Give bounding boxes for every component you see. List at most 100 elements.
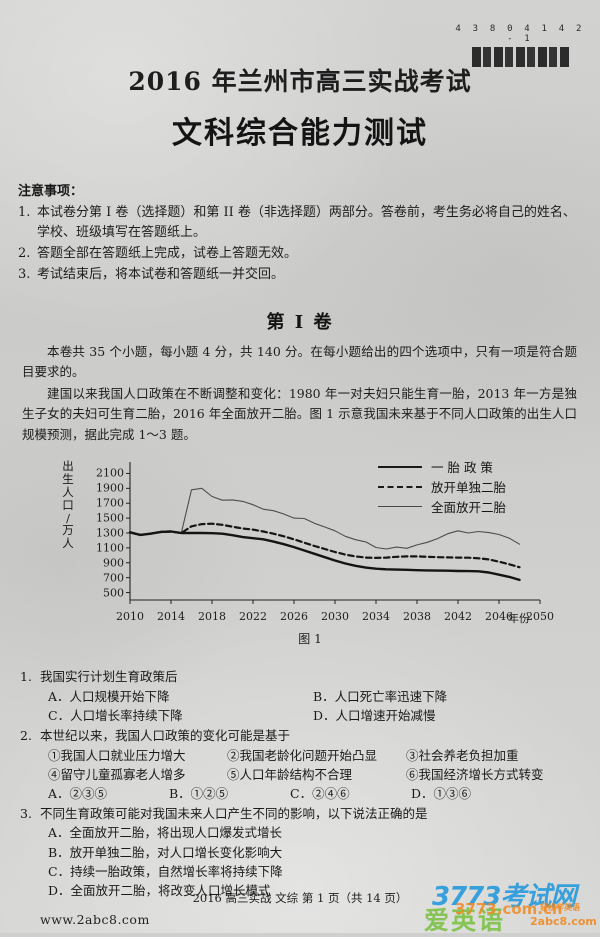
question-intro-paragraph: 建国以来我国人口政策在不断调整和变化：1980 年一对夫妇只能生育一胎，2013… [22,386,577,442]
barcode-bars [455,47,585,67]
barcode-bar [527,47,535,67]
chart-series-1 [128,530,521,582]
statement-row: ④留守儿童孤寡老人增多 ⑤人口年龄结构不合理 ⑥我国经济增长方式转变 [20,765,585,784]
notice-item-text: 答题全部在答题纸上完成，试卷上答题无效。 [37,246,298,262]
barcode-number: 4 3 8 0 4 1 4 2 - 1 [455,24,585,44]
question-option[interactable]: B．人口死亡率迅速下降 [313,688,448,704]
chart-legend: 一 胎 政 策放开单独二胎全面放开二胎 [378,458,506,518]
question-statement: ④留守儿童孤寡老人增多 [48,766,186,782]
barcode-bar [493,47,503,67]
chart-x-tick-label: 2022 [239,610,267,623]
chart-series-2 [128,522,521,569]
chart-svg [126,462,541,604]
question-option[interactable]: C．持续一胎政策，自然增长率将持续下降 [48,864,283,879]
notice-heading: 注意事项： [18,184,84,199]
y-axis-label-char: / [66,510,70,525]
chart-y-tick-label: 500 [103,586,124,600]
chart-y-axis-label: 出生人口 / 万人 [60,460,76,550]
chart-x-tick-label: 2046 [485,610,513,623]
question-number: 1. [20,669,32,684]
notice-item-number: 1. [18,205,31,220]
chart-y-tick-label: 1500 [96,511,124,525]
chart-x-tick-label: 2034 [362,610,390,623]
barcode-bar [505,47,513,67]
chart-y-tick-label: 1700 [96,496,124,510]
question-item: 1. 我国实行计划生育政策后 A．人口规模开始下降 B．人口死亡率迅速下降 C．人口增长… [20,668,585,725]
chart-legend-key [378,485,422,488]
statement-row: ①我国人口就业压力增大 ②我国老龄化问题开始凸显 ③社会养老负担加重 [20,746,585,765]
chart-x-tick-label: 2010 [116,610,144,623]
question-option[interactable]: B．放开单独二胎，对人口增长变化影响大 [48,844,283,860]
watermark-3773-logo: 3773考试网 [432,882,576,912]
question-statement: ①我国人口就业压力增大 [48,747,186,763]
watermark-url-2abc8: 2abc8.com [530,915,597,928]
exam-title-secondary: 文科综合能力测试 [172,116,428,151]
question-stem: 2. 本世纪以来，我国人口政策的变化可能是基于 [20,727,585,746]
question-text: 我国实行计划生育政策后 [40,669,178,684]
barcode-bar [515,47,525,67]
notice-item-list: 1. 本试卷分第 I 卷（选择题）和第 II 卷（非选择题）两部分。答卷前，考生务… [18,203,583,286]
chart-x-axis-label: 年份 [508,612,530,625]
chart-x-tick-label: 2014 [157,610,185,623]
question-option[interactable]: C．②④⑥ [290,785,350,801]
notice-item: 3. 考试结束后，将本试卷和答题纸一并交回。 [18,265,583,285]
y-axis-label-char: 人 [62,536,74,551]
chart-x-tick-label: 2050 [526,610,554,623]
question-option[interactable]: B．①②⑤ [169,785,229,801]
chart-legend-key [378,506,422,507]
barcode-bar [549,47,557,67]
y-axis-label-char: 生 [62,471,74,486]
chart-y-tick-label: 2100 [96,466,124,480]
chart-legend-label: 放开单独二胎 [431,480,507,495]
chart-legend-item: 全面放开二胎 [378,498,506,515]
question-option[interactable]: C．人口增长率持续下降 [48,707,183,723]
chart-y-tick-label: 700 [103,571,124,585]
notice-item-text: 考试结束后，将本试卷和答题纸一并交回。 [37,267,285,283]
chart-x-tick-label: 2030 [321,610,349,623]
section-rules-paragraph: 本卷共 35 个小题，每小题 4 分，共 140 分。在每小题给出的四个选项中，… [22,344,577,380]
notice-item: 1. 本试卷分第 I 卷（选择题）和第 II 卷（非选择题）两部分。答卷前，考生务… [18,203,583,243]
option-row: A．人口规模开始下降 B．人口死亡率迅速下降 [20,687,585,706]
question-option[interactable]: D．人口增速开始减慢 [313,707,436,723]
question-option[interactable]: A．人口规模开始下降 [48,688,170,704]
chart-y-tick-label: 1100 [96,541,124,555]
barcode-bar [559,47,569,67]
question-stem: 1. 我国实行计划生育政策后 [20,668,585,687]
barcode-bar [483,47,491,67]
question-item: 3. 不同生育政策可能对我国未来人口产生不同的影响，以下说法正确的是 A．全面放开二… [20,805,585,901]
notice-item-number: 2. [18,246,31,262]
barcode-bar [537,47,547,67]
chart-legend-item: 一 胎 政 策 [378,458,506,475]
barcode: 4 3 8 0 4 1 4 2 - 1 [455,24,585,67]
question-statement: ⑥我国经济增长方式转变 [406,766,544,782]
section-heading: 第 I 卷 [266,312,334,333]
barcode-bar [471,47,481,67]
question-text: 不同生育政策可能对我国未来人口产生不同的影响，以下说法正确的是 [40,805,428,821]
notice-item-text: 本试卷分第 I 卷（选择题）和第 II 卷（非选择题）两部分。答卷前，考生务必将… [37,205,576,241]
watermark-slogan: 轻松学英语 [540,903,580,912]
chart-legend-label: 一 胎 政 策 [431,460,493,475]
chart-x-tick-label: 2018 [198,610,226,623]
watermark-domain: 3773.com.cn [455,900,563,918]
chart-plot-area: 500 700 900 1100 1300 1500 1700 1900 2100 2010 20… [78,458,554,648]
question-option[interactable]: A．②③⑤ [48,785,108,801]
option-row: A．②③⑤ B．①②⑤ C．②④⑥ D．①③⑥ [20,784,585,803]
question-statement: ⑤人口年龄结构不合理 [227,766,353,782]
chart-x-tick-label: 2026 [280,610,308,623]
question-statement: ②我国老龄化问题开始凸显 [227,747,378,763]
chart-x-tick-label: 2038 [403,610,431,623]
question-option[interactable]: D．全面放开二胎，将改变人口增长模式 [48,883,271,899]
chart-legend-item: 放开单独二胎 [378,478,506,495]
notice-item: 2. 答题全部在答题纸上完成，试卷上答题无效。 [18,244,583,264]
watermark-aiyingyu-logo: 爱英语 [424,906,506,935]
question-option[interactable]: D．①③⑥ [411,785,472,801]
footer-url: www.2abc8.com [40,912,150,927]
population-forecast-chart: 出生人口 / 万人 500 700 900 1100 1300 1500 1700 1900 210… [60,458,560,663]
y-axis-label-char: 口 [62,497,74,512]
chart-y-tick-label: 1300 [96,526,124,540]
chart-series-3 [129,487,521,550]
y-axis-label-char: 出 [62,459,74,473]
question-option[interactable]: A．全面放开二胎，将出现人口爆发式增长 [48,825,283,841]
